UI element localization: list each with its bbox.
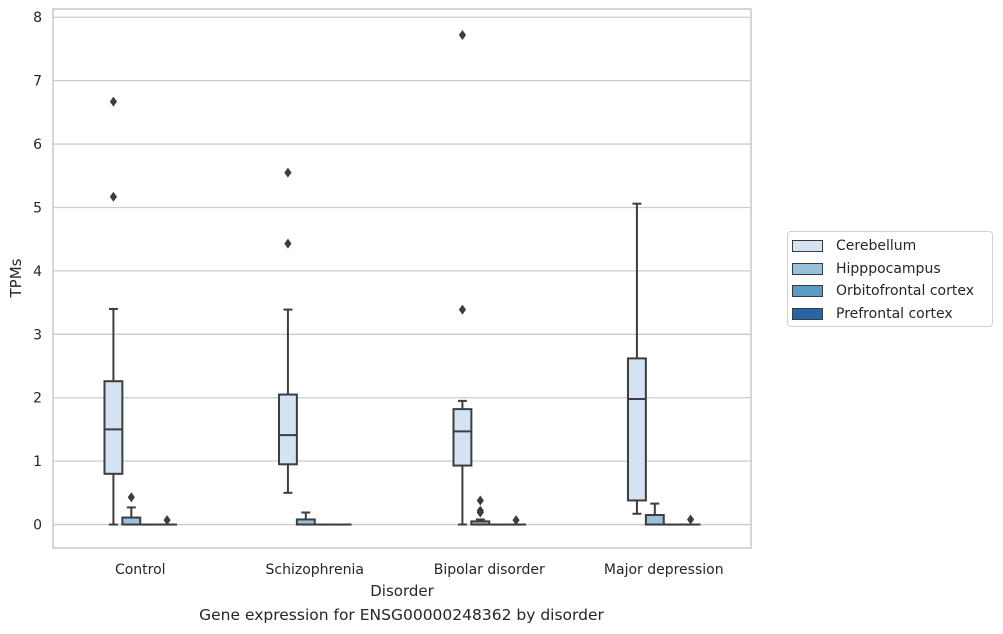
box-hipppocampus-1: [295, 511, 316, 526]
box-hipppocampus-2: [470, 495, 491, 526]
legend-label: Cerebellum: [836, 238, 917, 255]
legend-item: Cerebellum: [792, 235, 992, 258]
y-tick-label: 1: [33, 454, 42, 470]
y-tick-label: 0: [33, 518, 42, 534]
outlier-point: [284, 238, 292, 249]
outlier-point: [458, 304, 467, 315]
box-hipppocampus-3: [644, 502, 665, 526]
y-tick-label: 4: [33, 264, 42, 280]
box-iqr: [644, 514, 665, 526]
box-iqr: [452, 408, 473, 467]
box-iqr: [121, 516, 142, 526]
box-iqr: [626, 357, 647, 502]
y-tick-label: 8: [33, 10, 42, 26]
legend-swatch: [792, 262, 823, 275]
x-tick-labels: Control Schizophrenia Bipolar disorder Majo…: [115, 562, 724, 578]
box-iqr: [277, 393, 298, 466]
x-tick-label: Major depression: [604, 562, 724, 578]
box-cerebellum-3: [626, 202, 647, 515]
x-tick-label: Bipolar disorder: [434, 562, 545, 578]
outlier-point: [512, 515, 520, 526]
outlier-point: [686, 514, 695, 525]
legend-item: Orbitofrontal cortex: [792, 280, 992, 303]
gridlines: [53, 16, 751, 526]
legend: Cerebellum Hipppocampus Orbitofrontal cort…: [787, 231, 993, 327]
y-tick-label: 6: [33, 137, 42, 153]
legend-item: Prefrontal cortex: [792, 303, 992, 326]
box-cerebellum-1: [277, 167, 298, 494]
legend-label: Hipppocampus: [836, 260, 941, 277]
x-tick-label: Schizophrenia: [266, 562, 364, 578]
box-prefrontal-cortex-2: [506, 515, 527, 526]
box-prefrontal-cortex-3: [680, 514, 701, 526]
y-tick-label: 5: [33, 200, 42, 216]
outlier-point: [458, 29, 467, 40]
box-cerebellum-0: [103, 96, 124, 526]
outlier-point: [109, 96, 118, 107]
legend-swatch: [792, 240, 823, 253]
box-hipppocampus-0: [121, 492, 142, 526]
outlier-point: [127, 492, 135, 503]
x-tick-label: Control: [115, 562, 166, 578]
legend-item: Hipppocampus: [792, 258, 992, 281]
legend-swatch: [792, 307, 823, 320]
y-tick-label: 2: [33, 391, 42, 407]
legend-label: Prefrontal cortex: [836, 305, 953, 322]
y-axis-label: TPMs: [7, 258, 25, 298]
figure-caption: Gene expression for ENSG00000248362 by d…: [199, 606, 604, 624]
x-axis-label: Disorder: [370, 582, 434, 600]
legend-swatch: [792, 285, 823, 298]
y-tick-label: 3: [33, 327, 42, 343]
outlier-point: [163, 515, 171, 526]
outlier-point: [476, 505, 484, 516]
box-cerebellum-2: [452, 29, 473, 526]
box-iqr: [103, 380, 124, 475]
y-tick-labels: 0 1 2 3 4 5 6 7 8: [33, 10, 42, 533]
outlier-point: [109, 191, 118, 202]
plot-area: [52, 8, 752, 549]
legend-label: Orbitofrontal cortex: [836, 283, 974, 300]
box-prefrontal-cortex-0: [157, 515, 178, 526]
box-marks: [103, 29, 701, 526]
outlier-point: [476, 495, 484, 506]
y-tick-label: 7: [33, 74, 42, 90]
outlier-point: [284, 167, 292, 178]
